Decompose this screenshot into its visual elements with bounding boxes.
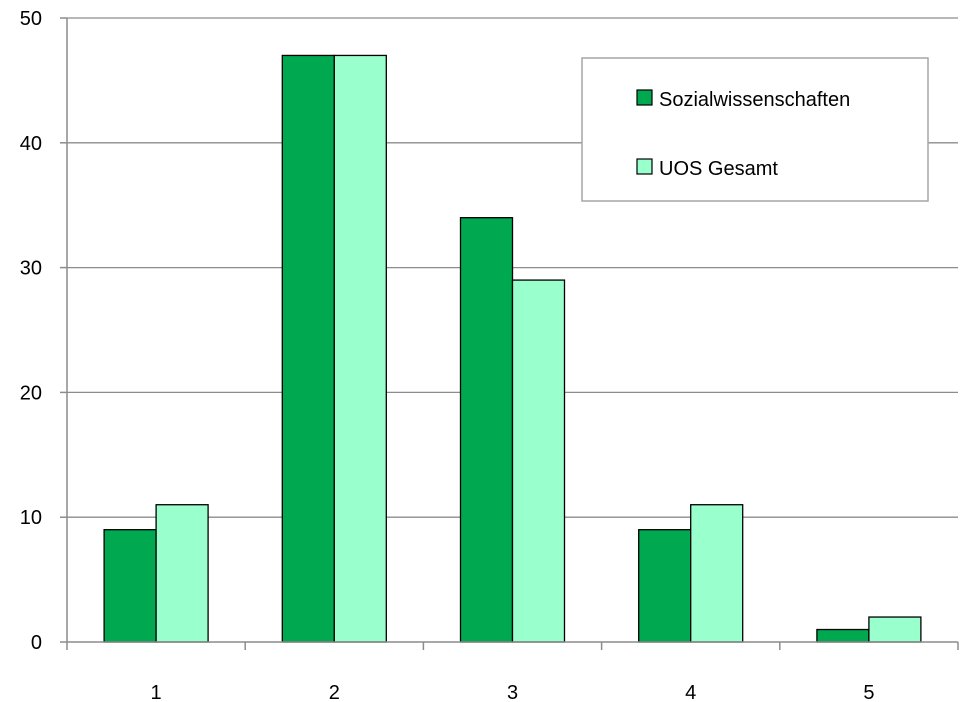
x-tick-label: 2 [329, 682, 340, 702]
x-tick-label: 3 [507, 682, 518, 702]
x-tick-label: 5 [863, 682, 874, 702]
bar-uos-gesamt-1 [155, 504, 209, 643]
legend: Sozialwissenschaften UOS Gesamt [581, 57, 929, 202]
y-tick-label: 10 [20, 507, 42, 529]
bar-sozialwissenschaften-3 [459, 217, 514, 643]
bars [103, 54, 922, 643]
x-tick-label: 4 [685, 682, 696, 702]
bar-uos-gesamt-5 [868, 616, 922, 643]
legend-swatch-sozialwissenschaften [636, 89, 653, 106]
bar-sozialwissenschaften-1 [103, 529, 157, 643]
bar-uos-gesamt-4 [690, 504, 744, 643]
bar-sozialwissenschaften-5 [816, 628, 870, 643]
bar-uos-gesamt-2 [333, 54, 387, 643]
y-tick-label: 30 [20, 258, 42, 280]
legend-swatch-uos-gesamt [636, 158, 653, 175]
y-tick-label: 0 [31, 632, 42, 654]
legend-box [581, 57, 929, 202]
legend-label-sozialwissenschaften: Sozialwissenschaften [659, 89, 850, 111]
x-tick-label: 1 [151, 682, 162, 702]
axes [60, 17, 959, 650]
bar-sozialwissenschaften-2 [281, 54, 335, 643]
y-tick-label: 20 [20, 382, 42, 404]
y-tick-label: 40 [20, 133, 42, 155]
legend-label-uos-gesamt: UOS Gesamt [659, 158, 778, 180]
bar-uos-gesamt-3 [511, 279, 566, 643]
bar-sozialwissenschaften-4 [638, 529, 692, 643]
y-tick-label: 50 [20, 8, 42, 30]
y-tick-labels: 0 10 20 30 40 50 [20, 8, 42, 654]
x-tick-labels: 1 2 3 4 5 [151, 682, 875, 702]
